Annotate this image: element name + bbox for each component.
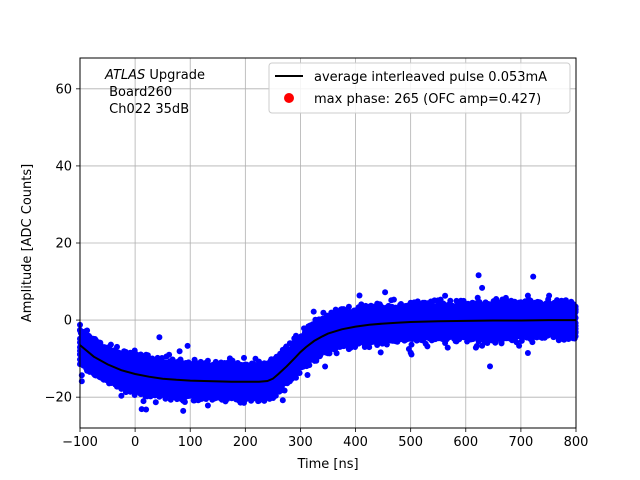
sample-point (84, 327, 91, 334)
sample-point (241, 354, 247, 361)
sample-point (279, 397, 286, 404)
sample-point (181, 399, 188, 405)
sample-point (293, 374, 299, 381)
sample-point (444, 344, 451, 351)
sample-point (180, 407, 187, 414)
sample-point (310, 308, 317, 315)
sample-point (333, 350, 340, 357)
sample-point (377, 349, 384, 356)
sample-point (156, 334, 163, 341)
sample-point (114, 343, 120, 350)
sample-point (97, 339, 104, 346)
sample-point (408, 351, 415, 358)
sample-point (137, 351, 144, 358)
sample-point (296, 370, 303, 376)
sample-point (176, 348, 183, 355)
sample-point (152, 399, 159, 406)
sample-point (140, 398, 147, 405)
sample-point (107, 341, 114, 348)
sample-point (442, 292, 449, 299)
sample-point (306, 362, 313, 369)
sample-point (138, 406, 145, 413)
sample-point (166, 351, 173, 358)
sample-point (366, 344, 373, 351)
sample-point (204, 402, 211, 409)
sample-point (447, 297, 454, 304)
sample-point (304, 372, 311, 378)
sample-point (424, 343, 431, 350)
sample-point (408, 341, 415, 348)
sample-point (118, 392, 125, 399)
sample-point (204, 357, 211, 364)
sample-point (382, 289, 389, 296)
sample-point (143, 406, 150, 413)
sample-point (356, 292, 363, 299)
sample-point (322, 363, 329, 370)
sample-point (281, 387, 288, 394)
sample-point (184, 342, 191, 349)
sample-point (345, 303, 352, 310)
sample-point (390, 296, 397, 303)
